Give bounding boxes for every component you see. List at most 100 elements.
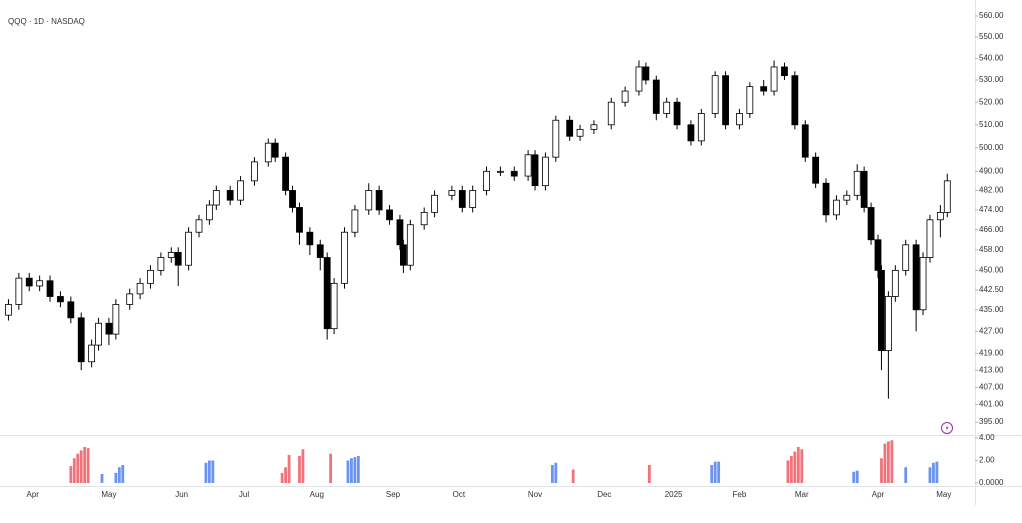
- candle-body: [237, 180, 244, 201]
- x-tick-label: Jul: [239, 490, 249, 499]
- candle-body: [185, 231, 193, 266]
- indicator-bar: [793, 451, 797, 483]
- x-tick-label: Apr: [872, 490, 885, 499]
- indicator-bar: [880, 458, 883, 483]
- candle-body: [330, 282, 338, 330]
- x-tick-label: Oct: [453, 490, 466, 499]
- candle-body: [399, 244, 407, 266]
- indicator-bar: [554, 462, 558, 483]
- y-tick-label: 490.00: [979, 166, 1004, 175]
- indicator-bar: [796, 447, 800, 483]
- indicator-bar: [713, 461, 717, 483]
- indicator-bar: [211, 460, 215, 483]
- candle-body: [801, 124, 809, 158]
- candle-body: [552, 119, 560, 158]
- x-tick-label: Aug: [310, 490, 324, 499]
- y-tick-label: 500.00: [979, 143, 1004, 152]
- candle-body: [843, 194, 851, 201]
- indicator-bar: [353, 457, 357, 483]
- candle-body: [282, 156, 290, 191]
- candle-body: [524, 154, 532, 177]
- indicator-bar: [329, 453, 333, 483]
- candle-body: [590, 124, 598, 130]
- indicator-bar: [301, 449, 305, 483]
- y-tick-label: 458.00: [979, 245, 1004, 254]
- candle-body: [673, 101, 681, 126]
- candle-body: [469, 190, 477, 208]
- indicator-bar: [717, 461, 721, 483]
- indicator-bar: [207, 460, 211, 483]
- indicator-bar: [69, 466, 73, 483]
- candle-body: [912, 244, 920, 311]
- lightning-icon[interactable]: [941, 422, 953, 434]
- y-tick-label: 450.00: [979, 265, 1004, 274]
- candle-body: [576, 128, 584, 137]
- x-tick-label: May: [101, 490, 116, 499]
- y-tick-label: 520.00: [979, 97, 1004, 106]
- y-tick-label: 419.00: [979, 349, 1004, 358]
- y-tick-label: 4.00: [979, 433, 995, 442]
- candle-body: [697, 113, 705, 142]
- y-tick-label: 466.00: [979, 225, 1004, 234]
- indicator-bar: [786, 460, 790, 483]
- candle-body: [375, 190, 383, 211]
- candle-body: [943, 180, 951, 213]
- x-tick-label: Feb: [733, 490, 747, 499]
- candle-body: [791, 75, 799, 126]
- candle-body: [722, 75, 729, 126]
- indicator-bar: [890, 440, 894, 483]
- candle-body: [5, 304, 12, 316]
- indicator-bar: [346, 460, 350, 483]
- candle-body: [833, 199, 840, 216]
- candle-body: [36, 280, 44, 287]
- indicator-bar: [710, 465, 714, 483]
- indicator-bar: [86, 448, 90, 483]
- candle-body: [112, 304, 120, 335]
- indicator-bar: [79, 450, 83, 483]
- candle-body: [46, 280, 54, 297]
- y-tick-label: 401.00: [979, 400, 1004, 409]
- candle-body: [483, 170, 490, 191]
- candle-body: [621, 90, 629, 103]
- x-tick-label: 2025: [665, 490, 683, 499]
- indicator-bar: [800, 449, 804, 483]
- indicator-bar: [886, 441, 890, 483]
- indicator-bar: [117, 467, 121, 483]
- candle-body: [687, 124, 695, 142]
- candle-body: [77, 317, 85, 363]
- candle-body: [157, 257, 165, 271]
- y-tick-label: 550.00: [979, 32, 1004, 41]
- candle-body: [316, 244, 324, 258]
- candle-body: [167, 252, 175, 258]
- y-tick-label: 540.00: [979, 53, 1004, 62]
- candle-body: [496, 170, 504, 173]
- x-tick-label: May: [936, 490, 951, 499]
- candle-body: [458, 190, 466, 208]
- indicator-bar: [72, 458, 76, 483]
- x-tick-label: Nov: [528, 490, 542, 499]
- candle-body: [25, 277, 33, 287]
- indicator-bar: [100, 474, 104, 483]
- candle-body: [323, 257, 331, 330]
- candle-body: [812, 156, 820, 184]
- indicator-bar: [550, 465, 554, 483]
- indicator-bar: [280, 472, 284, 483]
- x-tick-label: Apr: [26, 490, 39, 499]
- candle-body: [448, 190, 456, 196]
- y-tick-label: 435.00: [979, 305, 1004, 314]
- candle-body: [652, 79, 660, 114]
- candle-body: [431, 194, 438, 213]
- indicator-bar: [356, 456, 360, 483]
- candle-body: [15, 277, 23, 305]
- candle-body: [919, 257, 927, 311]
- x-tick-label: Mar: [795, 490, 809, 499]
- candle-body: [642, 66, 650, 81]
- y-tick-label: 427.00: [979, 327, 1004, 336]
- candle-body: [420, 211, 428, 226]
- indicator-bar: [647, 465, 651, 483]
- candle-body: [770, 66, 778, 92]
- candle-body: [126, 293, 134, 305]
- candle-body: [136, 282, 144, 295]
